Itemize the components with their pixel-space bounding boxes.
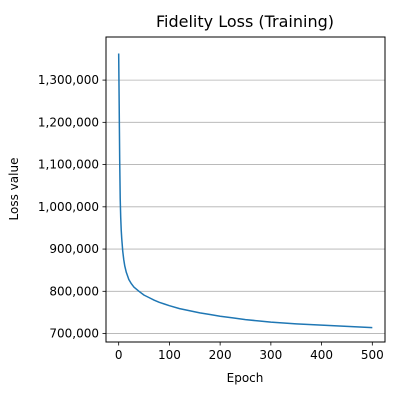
y-tick-label: 1,100,000 (38, 158, 99, 172)
y-tick-label: 1,200,000 (38, 115, 99, 129)
chart-title: Fidelity Loss (Training) (156, 12, 334, 31)
y-axis-label: Loss value (7, 158, 21, 221)
x-tick-label: 300 (259, 348, 282, 362)
y-tick-label: 1,000,000 (38, 200, 99, 214)
y-tick-label: 900,000 (49, 242, 99, 256)
y-axis: 700,000 800,000 900,000 1,000,000 1,100,000 1… (38, 73, 106, 340)
series-line (119, 53, 373, 327)
x-tick-label: 500 (361, 348, 384, 362)
y-tick-label: 700,000 (49, 327, 99, 341)
x-tick-label: 400 (310, 348, 333, 362)
y-tick-label: 1,300,000 (38, 73, 99, 87)
x-axis: 0 100 200 300 400 500 (115, 342, 384, 362)
x-axis-label: Epoch (227, 371, 264, 385)
x-tick-label: 100 (158, 348, 181, 362)
x-tick-label: 0 (115, 348, 123, 362)
grid-lines (106, 80, 385, 333)
x-tick-label: 200 (209, 348, 232, 362)
y-tick-label: 800,000 (49, 284, 99, 298)
series-layer (119, 53, 373, 327)
